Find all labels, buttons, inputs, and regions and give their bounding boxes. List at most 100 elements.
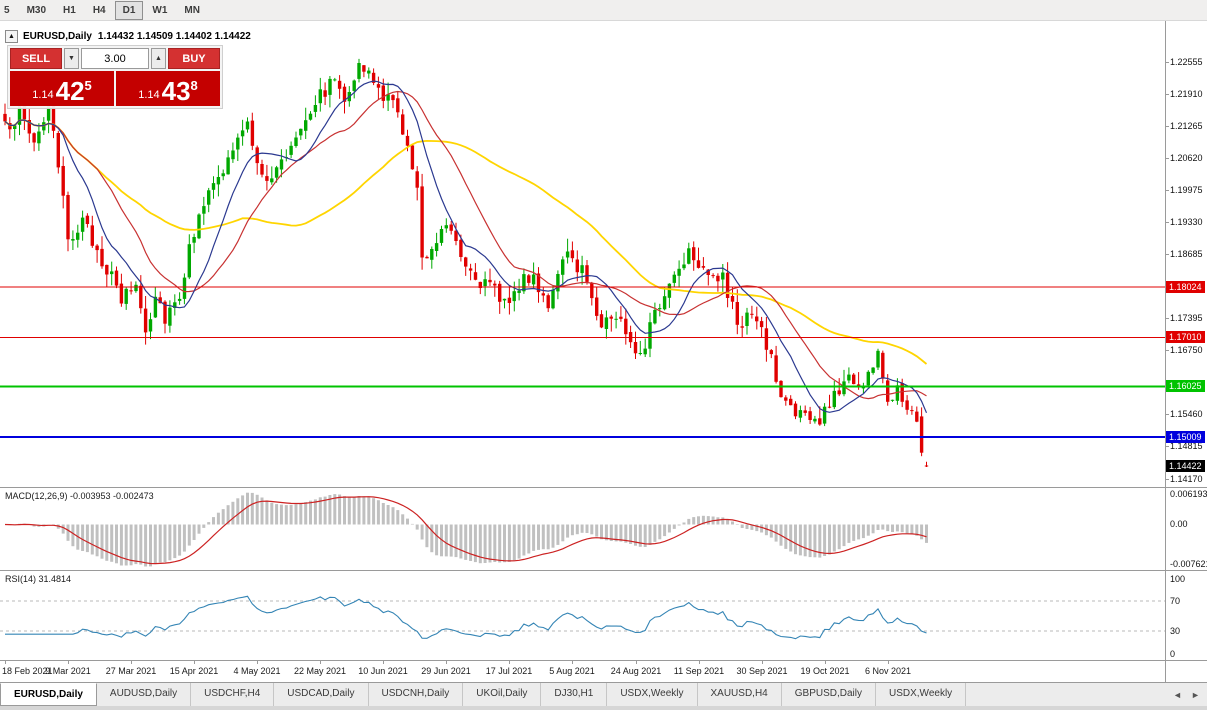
buy-price-display[interactable]: 1.14 43 8 [116, 71, 220, 106]
window-tab-7-usdx-weekly[interactable]: USDX,Weekly [607, 683, 698, 706]
time-axis-label: 11 Sep 2021 [673, 666, 725, 676]
scroll-left-icon[interactable]: ◄ [1173, 689, 1182, 700]
time-axis-label: 29 Jun 2021 [421, 666, 471, 676]
rsi-indicator-label: RSI(14) 31.4814 [5, 574, 72, 584]
tab-scroll-buttons: ◄ ► [1170, 683, 1207, 706]
timeframe-button-m30[interactable]: M30 [26, 4, 47, 16]
time-axis-separator [0, 660, 1207, 661]
price-line-label-1.16025: 1.16025 [1166, 380, 1205, 392]
window-tab-bar: EURUSD,Daily AUDUSD,Daily USDCHF,H4 USDCAD,… [0, 682, 1207, 706]
price-scale-tick-label: 1.14170 [1170, 474, 1203, 484]
time-axis-label: 10 Jun 2021 [358, 666, 408, 676]
timeframe-button-h1[interactable]: H1 [63, 4, 76, 16]
window-tab-8-xauusd-h4[interactable]: XAUUSD,H4 [698, 683, 782, 706]
sell-button[interactable]: SELL [10, 48, 62, 69]
ma-line-medium [4, 90, 927, 400]
panel-separator[interactable] [0, 570, 1207, 571]
price-chart-canvas[interactable] [0, 28, 1165, 487]
time-axis-tick [383, 661, 384, 664]
buy-price-big-digits: 43 [161, 76, 191, 106]
price-scale-tickmark [1165, 414, 1169, 415]
window-tab-0-eurusd-daily[interactable]: EURUSD,Daily [0, 683, 97, 706]
window-tab-1-audusd-daily[interactable]: AUDUSD,Daily [97, 683, 192, 706]
time-axis-label: 15 Apr 2021 [169, 666, 219, 676]
buy-price-pipette: 8 [190, 78, 198, 93]
window-tab-9-gbpusd-daily[interactable]: GBPUSD,Daily [782, 683, 876, 706]
window-tab-10-usdx-weekly[interactable]: USDX,Weekly [876, 683, 967, 706]
time-axis-tick [446, 661, 447, 664]
sell-price-big-digits: 42 [55, 76, 85, 106]
timeframe-toolbar: 5 M30 H1 H4 D1 W1 MN [0, 0, 1207, 21]
volume-increase-button[interactable]: ▲ [151, 48, 166, 69]
price-scale-tick-label: 1.14815 [1170, 441, 1203, 451]
time-axis-tick [762, 661, 763, 664]
macd-histogram [8, 492, 928, 567]
ma-line-fast [4, 80, 928, 414]
window-tab-4-usdcnh-daily[interactable]: USDCNH,Daily [369, 683, 464, 706]
price-scale-tick-label: 1.20620 [1170, 153, 1203, 163]
price-scale-tickmark [1165, 222, 1169, 223]
window-tab-6-dj30-h1[interactable]: DJ30,H1 [541, 683, 608, 706]
price-line-label-1.15009: 1.15009 [1166, 431, 1205, 443]
buy-button[interactable]: BUY [168, 48, 220, 69]
time-axis-label: 4 May 2021 [233, 666, 281, 676]
rsi-panel-canvas[interactable] [0, 570, 1165, 660]
price-scale-tick-label: 1.15460 [1170, 409, 1203, 419]
time-axis-tick [194, 661, 195, 664]
bottom-edge [0, 706, 1207, 710]
panel-separator[interactable] [0, 487, 1207, 488]
time-axis-label: 17 Jul 2021 [485, 666, 533, 676]
time-axis-label: 19 Oct 2021 [800, 666, 850, 676]
price-scale-tick-label: 1.22555 [1170, 57, 1203, 67]
volume-input[interactable] [81, 48, 149, 69]
time-axis-tick [68, 661, 69, 664]
volume-decrease-button[interactable]: ▼ [64, 48, 79, 69]
timeframe-button-w1[interactable]: W1 [152, 4, 168, 16]
time-axis-label: 22 May 2021 [293, 666, 347, 676]
sell-price-prefix: 1.14 [32, 89, 54, 101]
rsi-axis-label-100: 100 [1170, 574, 1186, 584]
time-axis[interactable]: 18 Feb 2021 9 Mar 2021 27 Mar 2021 15 Apr 2… [0, 661, 1165, 682]
window-tab-3-usdcad-daily[interactable]: USDCAD,Daily [274, 683, 369, 706]
collapse-arrow-icon[interactable]: ▲ [5, 30, 18, 43]
price-scale-tickmark [1165, 62, 1169, 63]
ma-line-slow [4, 119, 928, 365]
timeframe-button-d1[interactable]: D1 [114, 0, 144, 20]
time-axis-tick [5, 661, 6, 664]
rsi-axis-label-0: 0 [1170, 649, 1176, 659]
time-axis-tick [888, 661, 889, 664]
price-scale-separator [1165, 21, 1166, 682]
window-tab-5-ukoil-daily[interactable]: UKOil,Daily [463, 683, 542, 706]
chart-ohlc-values: 1.14432 1.14509 1.14402 1.14422 [97, 31, 251, 42]
macd-axis-bottom-label: -0.007621 [1170, 559, 1207, 569]
time-axis-tick [509, 661, 510, 664]
timeframe-button-5[interactable]: 5 [4, 4, 10, 16]
price-scale-tick-label: 1.18685 [1170, 249, 1203, 259]
chart-title: ▲ EURUSD,Daily 1.14432 1.14509 1.14402 1… [5, 30, 251, 43]
macd-panel-canvas[interactable] [0, 487, 1165, 570]
time-axis-tick [825, 661, 826, 664]
one-click-price-row: 1.14 42 5 1.14 43 8 [10, 71, 220, 106]
price-scale-tick-label: 1.19975 [1170, 185, 1203, 195]
price-scale[interactable]: 1.22555 1.21910 1.21265 1.20620 1.19975 1.193… [1165, 28, 1207, 660]
time-axis-label: 27 Mar 2021 [105, 666, 157, 676]
chart-symbol-label: EURUSD,Daily [23, 31, 92, 42]
timeframe-button-mn[interactable]: MN [184, 4, 200, 16]
window-tab-2-usdchf-h4[interactable]: USDCHF,H4 [191, 683, 275, 706]
time-axis-tick [320, 661, 321, 664]
time-axis-tick [257, 661, 258, 664]
sell-price-display[interactable]: 1.14 42 5 [10, 71, 114, 106]
price-scale-tickmark [1165, 254, 1169, 255]
rsi-axis-label-30: 30 [1170, 626, 1181, 636]
scroll-right-icon[interactable]: ► [1191, 689, 1200, 700]
time-axis-tick [699, 661, 700, 664]
price-scale-tickmark [1165, 479, 1169, 480]
price-scale-tick-label: 1.16750 [1170, 345, 1203, 355]
price-scale-tickmark [1165, 126, 1169, 127]
time-axis-tick [636, 661, 637, 664]
price-scale-tick-label: 1.17395 [1170, 313, 1203, 323]
timeframe-button-h4[interactable]: H4 [92, 4, 106, 16]
rsi-axis-label-70: 70 [1170, 596, 1181, 606]
